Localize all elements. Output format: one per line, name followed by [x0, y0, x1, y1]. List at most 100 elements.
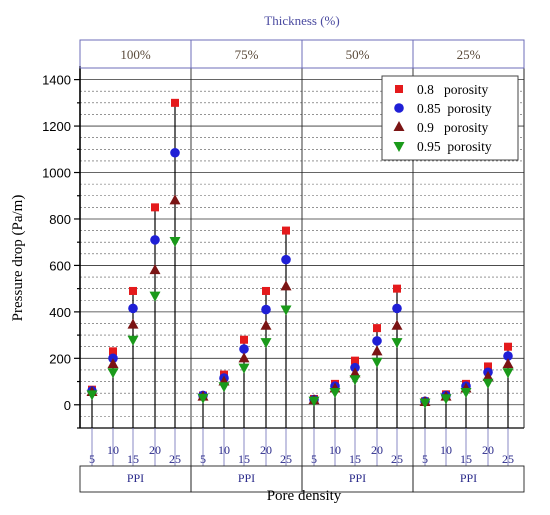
data-point-circle [394, 103, 404, 113]
legend-label: 0.85 porosity [417, 101, 492, 116]
data-point-square [395, 85, 403, 93]
data-point-triangle-up [149, 264, 161, 275]
data-markers [86, 98, 514, 428]
category-label: 25 [391, 452, 403, 466]
category-label: 25 [280, 452, 292, 466]
y-tick-label: 600 [49, 258, 71, 273]
category-label: 20 [149, 443, 161, 457]
data-point-triangle-down [218, 382, 230, 393]
y-tick-label: 800 [49, 212, 71, 227]
category-label: 5 [311, 452, 317, 466]
y-axis-title: Pressure drop (Pa/m) [10, 195, 26, 322]
y-tick-label: 200 [49, 351, 71, 366]
data-point-triangle-down [482, 378, 494, 389]
data-point-circle [170, 147, 180, 158]
data-point-triangle-down [260, 338, 272, 349]
data-point-square [129, 286, 137, 295]
data-point-triangle-down [391, 338, 403, 349]
data-point-circle [503, 351, 513, 361]
data-point-triangle-down [308, 396, 320, 407]
data-point-square [282, 226, 290, 235]
data-point-triangle-up [280, 280, 292, 291]
legend-label: 0.9 porosity [417, 120, 489, 135]
data-point-triangle-down [107, 368, 119, 379]
category-label: 20 [260, 443, 272, 457]
thickness-group-label: 50% [346, 47, 370, 62]
y-tick-label: 1200 [42, 119, 71, 134]
category-label: 25 [502, 452, 514, 466]
thickness-group-label: 75% [235, 47, 259, 62]
data-point-square [484, 362, 492, 371]
category-label: 5 [89, 452, 95, 466]
data-point-circle [392, 303, 402, 314]
category-label: 5 [200, 452, 206, 466]
data-point-circle [128, 303, 138, 314]
data-point-triangle-down [280, 305, 292, 316]
data-point-circle [239, 344, 249, 354]
legend: 0.8 porosity 0.85 porosity 0.9 porosity 0.9… [381, 75, 519, 161]
data-point-square [109, 347, 117, 356]
data-point-triangle-down [149, 291, 161, 302]
y-tick-label: 0 [64, 398, 71, 413]
category-label: 10 [329, 443, 341, 457]
data-point-triangle-down [197, 393, 209, 404]
data-point-triangle-up [482, 370, 494, 381]
group-sublabel: PPI [127, 471, 144, 485]
data-point-triangle-up [107, 358, 119, 369]
data-point-square [393, 284, 401, 293]
category-label: 10 [107, 443, 119, 457]
category-label: 15 [238, 452, 250, 466]
data-point-triangle-up [260, 319, 272, 330]
x-axis-labels: 5 10 15 20 25 PPI 5 10 15 20 25 PPI 5 10 15 20 25 PPI 5 10 1… [79, 428, 525, 493]
data-point-square [240, 335, 248, 344]
top-axis-title: Thickness (%) [264, 13, 339, 28]
ppi-box [412, 465, 525, 493]
category-label: 5 [422, 452, 428, 466]
data-point-triangle-down [127, 335, 139, 346]
data-point-square [351, 356, 359, 365]
data-point-triangle-up [502, 358, 514, 369]
data-point-triangle-down [349, 375, 361, 386]
category-label: 15 [460, 452, 472, 466]
legend-box [381, 75, 519, 161]
data-point-triangle-up [393, 121, 405, 131]
category-label: 15 [127, 452, 139, 466]
data-point-square [151, 203, 159, 212]
category-label: 20 [482, 443, 494, 457]
data-point-circle [150, 235, 160, 245]
data-point-circle [372, 336, 382, 346]
data-point-triangle-down [502, 368, 514, 379]
data-point-triangle-up [371, 345, 383, 356]
data-point-triangle-down [86, 390, 98, 401]
category-label: 15 [349, 452, 361, 466]
data-point-square [262, 286, 270, 295]
data-point-triangle-down [419, 398, 431, 409]
legend-label: 0.8 porosity [417, 82, 489, 97]
data-point-triangle-up [349, 367, 361, 378]
category-label: 20 [371, 443, 383, 457]
legend-label: 0.95 porosity [417, 139, 492, 154]
category-label: 25 [169, 452, 181, 466]
category-label: 10 [218, 443, 230, 457]
group-sublabel: PPI [460, 471, 477, 485]
data-point-triangle-down [329, 388, 341, 398]
data-point-triangle-up [127, 318, 139, 329]
y-tick-label: 1000 [42, 166, 71, 181]
data-point-triangle-down [460, 388, 472, 398]
thickness-group-label: 25% [457, 47, 481, 62]
data-point-triangle-down [440, 394, 452, 405]
data-point-square [171, 98, 179, 107]
y-tick-label: 1400 [42, 73, 71, 88]
data-point-circle [281, 254, 291, 265]
group-sublabel: PPI [238, 471, 255, 485]
data-point-triangle-up [391, 319, 403, 330]
group-sublabel: PPI [349, 471, 366, 485]
thickness-group-label: 100% [120, 47, 151, 62]
data-point-triangle-down [393, 142, 405, 152]
data-point-triangle-down [169, 237, 181, 248]
data-point-triangle-down [371, 357, 383, 368]
axes: 0 200 400 600 800 1000 1200 1400 [42, 40, 525, 492]
data-point-triangle-up [238, 352, 250, 363]
category-label: 10 [440, 443, 452, 457]
